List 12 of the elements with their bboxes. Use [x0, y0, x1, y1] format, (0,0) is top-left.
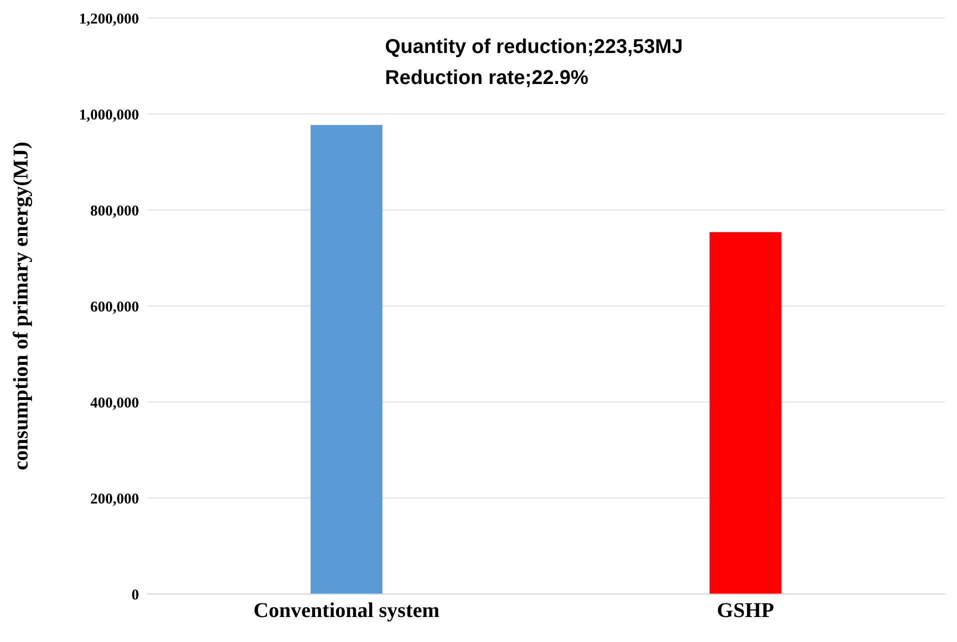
y-tick-label: 200,000 — [90, 491, 139, 508]
y-tick-label: 600,000 — [90, 299, 139, 316]
y-tick-label: 800,000 — [90, 203, 139, 220]
y-tick-label: 1,200,000 — [79, 11, 139, 28]
x-tick-label: GSHP — [716, 598, 774, 622]
x-tick-label: Conventional system — [253, 598, 440, 622]
y-tick-label: 0 — [132, 587, 139, 604]
annotation: Reduction rate;22.9% — [385, 67, 588, 90]
y-tick-label: 1,000,000 — [79, 107, 139, 124]
y-axis-title: consumption of primary energy(MJ) — [8, 142, 32, 470]
y-tick-label: 400,000 — [90, 395, 139, 412]
annotation: Quantity of reduction;223,53MJ — [385, 36, 683, 59]
